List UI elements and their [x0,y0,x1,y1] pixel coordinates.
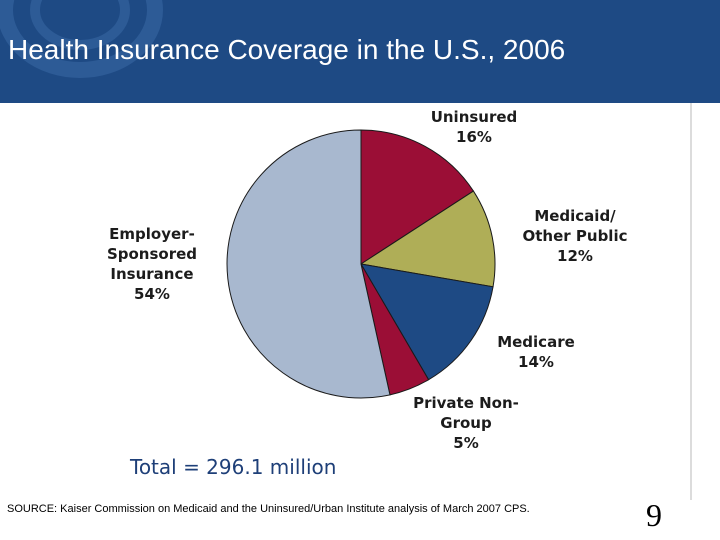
pie-chart: Uninsured 16% Medicaid/Other Public 12% Medi… [107,108,628,452]
slice-label-medicaid: Medicaid/ [534,207,616,225]
slice-label-uninsured: 16% [456,128,492,146]
pie-slice-uninsured [360,129,475,265]
source-note: SOURCE: Kaiser Commission on Medicaid an… [7,503,530,515]
pie-slice-employer [226,129,391,399]
slice-label-private_nongroup: 5% [453,434,478,452]
title-banner: Health Insurance Coverage in the U.S., 2… [0,0,720,103]
pie-slice-medicare [360,263,494,381]
pie-slices [226,129,496,399]
slice-label-private_nongroup: Private Non- [413,394,519,412]
slice-label-private_nongroup: Group [440,414,492,432]
slice-label-uninsured: Uninsured [431,108,518,126]
slice-label-medicare: 14% [518,353,554,371]
divider [690,103,692,500]
slice-label-employer: 54% [134,285,170,303]
slice-label-employer: Sponsored [107,245,197,263]
page-number: 9 [646,497,662,533]
banner-watermark [0,0,163,78]
slice-label-medicaid: 12% [557,247,593,265]
pie-slice-medicaid [359,190,496,288]
slice-label-medicaid: Other Public [523,227,628,245]
pie-labels: Uninsured 16% Medicaid/Other Public 12% Medi… [107,108,628,452]
total-label: Total = 296.1 million [130,455,337,479]
slice-label-employer: Insurance [110,265,193,283]
slice-label-employer: Employer- [109,225,195,243]
slice-label-medicare: Medicare [497,333,575,351]
page-title: Health Insurance Coverage in the U.S., 2… [8,34,566,65]
